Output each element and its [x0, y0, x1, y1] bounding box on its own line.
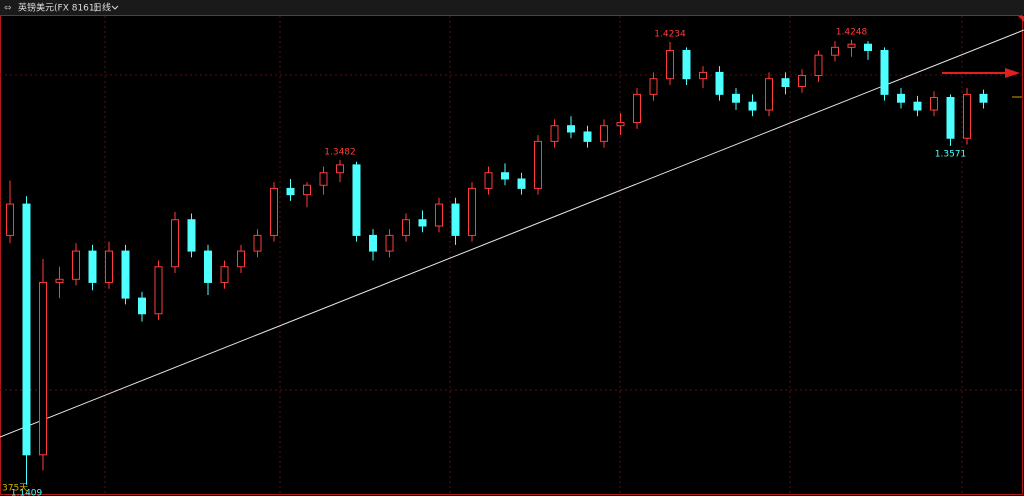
- header-icon: ⇔: [4, 4, 12, 14]
- candle-body: [352, 164, 361, 236]
- candle-body: [864, 43, 872, 51]
- candle-body: [699, 71, 707, 80]
- corner-marker: [1018, 16, 1024, 22]
- candle-body: [847, 43, 856, 48]
- candle-body: [732, 93, 740, 103]
- trend-line: [0, 29, 1024, 438]
- candle-body: [913, 101, 922, 111]
- candle-body: [39, 281, 47, 456]
- candle-body: [369, 234, 377, 252]
- plot-border: [0, 15, 1023, 495]
- candle-body: [831, 46, 839, 56]
- candle-body: [484, 172, 493, 189]
- price-annotation: 1.3571: [935, 149, 967, 159]
- period-selector[interactable]: 日线: [93, 2, 111, 14]
- arrow: [942, 68, 1020, 78]
- chart-title: 英镑美元(FX 8161): [18, 2, 98, 14]
- candle-body: [88, 250, 97, 283]
- candle-body: [946, 96, 955, 139]
- candle-body: [517, 178, 526, 189]
- candle-body: [682, 49, 691, 80]
- candle-body: [121, 250, 130, 299]
- candle-body: [385, 234, 394, 252]
- candle-body: [501, 172, 509, 180]
- candle-body: [534, 140, 542, 189]
- candle-body: [979, 93, 988, 103]
- candle-body: [814, 54, 823, 77]
- candle-body: [666, 49, 674, 80]
- candle-body: [616, 122, 625, 127]
- candle-body: [897, 93, 905, 103]
- price-annotation: 1.3482: [324, 147, 356, 157]
- candle-body: [336, 164, 344, 174]
- grid: [0, 16, 1024, 494]
- price-annotation: 1.4234: [654, 30, 686, 40]
- candle-body: [765, 78, 773, 111]
- dropdown-caret[interactable]: [111, 5, 119, 10]
- candle-body: [435, 203, 443, 227]
- candle-body: [204, 250, 212, 283]
- price-annotation: 1.4248: [836, 27, 868, 37]
- candle-body: [220, 266, 229, 283]
- candle-body: [930, 96, 938, 111]
- candle-body: [715, 71, 724, 95]
- candle-body: [154, 266, 163, 315]
- candle-body: [633, 93, 641, 124]
- candle-body: [72, 250, 80, 280]
- candle-body: [138, 297, 146, 315]
- candle-body: [402, 219, 410, 236]
- candle-body: [187, 219, 196, 252]
- candle-body: [171, 219, 179, 268]
- candle-body: [600, 125, 608, 142]
- price-annotation: 1.1409: [11, 488, 43, 496]
- candle-body: [55, 278, 64, 283]
- footer-label: 375天: [2, 484, 28, 494]
- candle-body: [748, 101, 757, 111]
- candle-body: [649, 78, 658, 95]
- candle-body: [237, 250, 245, 268]
- candle-body: [270, 187, 278, 236]
- candle-body: [6, 203, 14, 236]
- candle-body: [253, 234, 262, 252]
- candle-body: [567, 125, 575, 133]
- candle-body: [550, 125, 559, 142]
- candle-body: [303, 184, 311, 196]
- candle-body: [105, 250, 113, 283]
- candle-body: [451, 203, 460, 236]
- candle-body: [468, 187, 476, 236]
- candle-body: [583, 131, 592, 142]
- candle-body: [22, 203, 31, 456]
- candle-body: [319, 172, 328, 186]
- candle-body: [418, 219, 427, 227]
- header-bar: [0, 0, 1024, 15]
- candle-body: [880, 49, 889, 95]
- candle-body: [286, 187, 295, 196]
- candle-body: [963, 93, 971, 139]
- candle-body: [781, 78, 790, 88]
- candle-body: [798, 75, 806, 88]
